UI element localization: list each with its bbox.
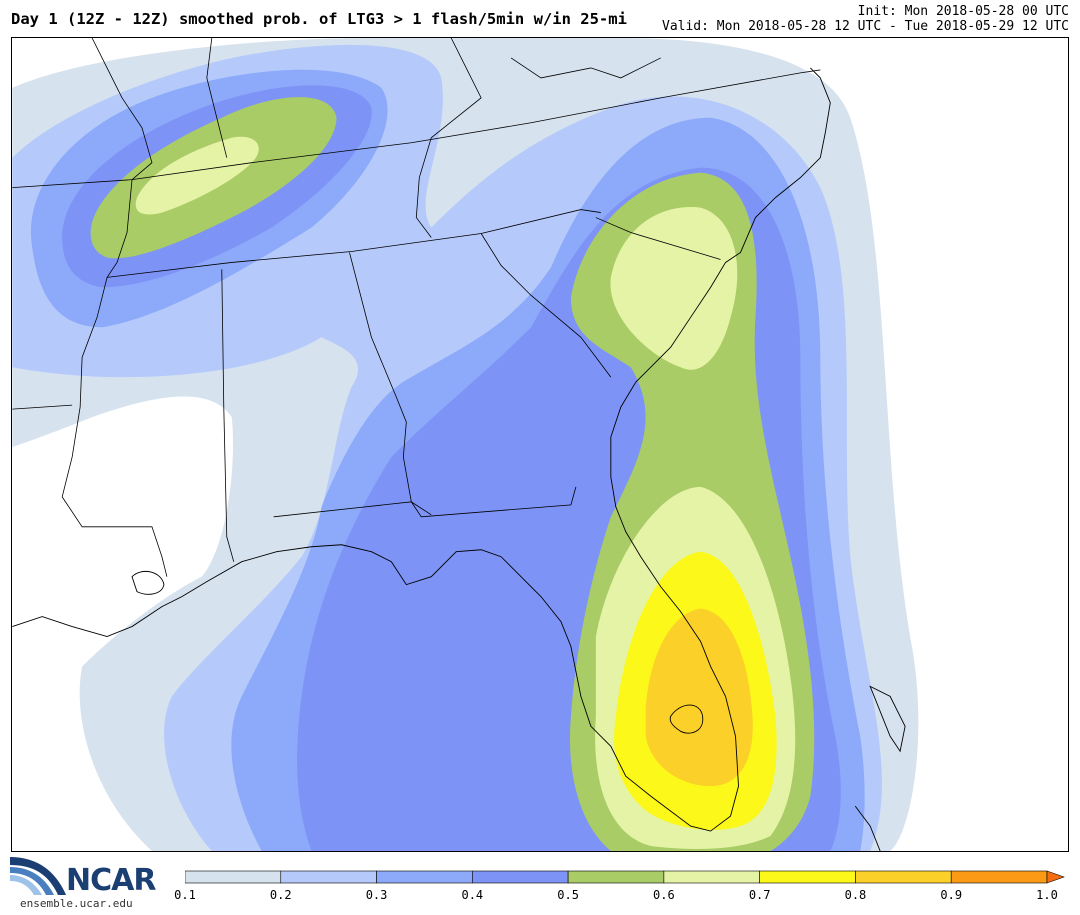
colorbar-tick-label: 0.3 [365,888,388,902]
colorbar-tick-label: 0.9 [940,888,963,902]
colorbar-segment [759,870,856,884]
colorbar-segment [855,870,952,884]
colorbar-segment [185,870,282,884]
ncar-logo: NCAR ensemble.ucar.edu [10,855,170,913]
valid-time: Valid: Mon 2018-05-28 12 UTC - Tue 2018-… [662,19,1069,34]
colorbar-tick-label: 0.1 [174,888,196,902]
colorbar [185,870,1065,884]
init-time: Init: Mon 2018-05-28 00 UTC [857,4,1069,19]
colorbar-segment [472,870,569,884]
colorbar-tick-label: 0.8 [844,888,867,902]
state-boundaries [12,38,821,577]
ncar-wordmark: NCAR [66,863,156,898]
ncar-swoosh-icon [10,857,66,895]
probability-contours [12,38,919,851]
colorbar-segment [567,870,665,884]
colorbar-tick-label: 0.7 [748,888,771,902]
colorbar-segment [663,870,760,884]
colorbar-extend-arrow [1046,870,1065,884]
ensemble-url: ensemble.ucar.edu [20,897,133,910]
colorbar-segment [280,870,377,884]
probability-map [11,37,1069,852]
colorbar-tick-label: 0.4 [461,888,484,902]
colorbar-segment [376,870,473,884]
colorbar-tick-label: 0.6 [653,888,675,902]
colorbar-tick-label: 0.5 [557,888,579,902]
colorbar-segment [950,870,1048,884]
map-title: Day 1 (12Z - 12Z) smoothed prob. of LTG3… [11,10,627,28]
colorbar-tick-label: 0.2 [269,888,292,902]
coastline [12,67,906,851]
colorbar-tick-label: 1.0 [1036,888,1058,902]
contour-0.8 [645,608,753,787]
